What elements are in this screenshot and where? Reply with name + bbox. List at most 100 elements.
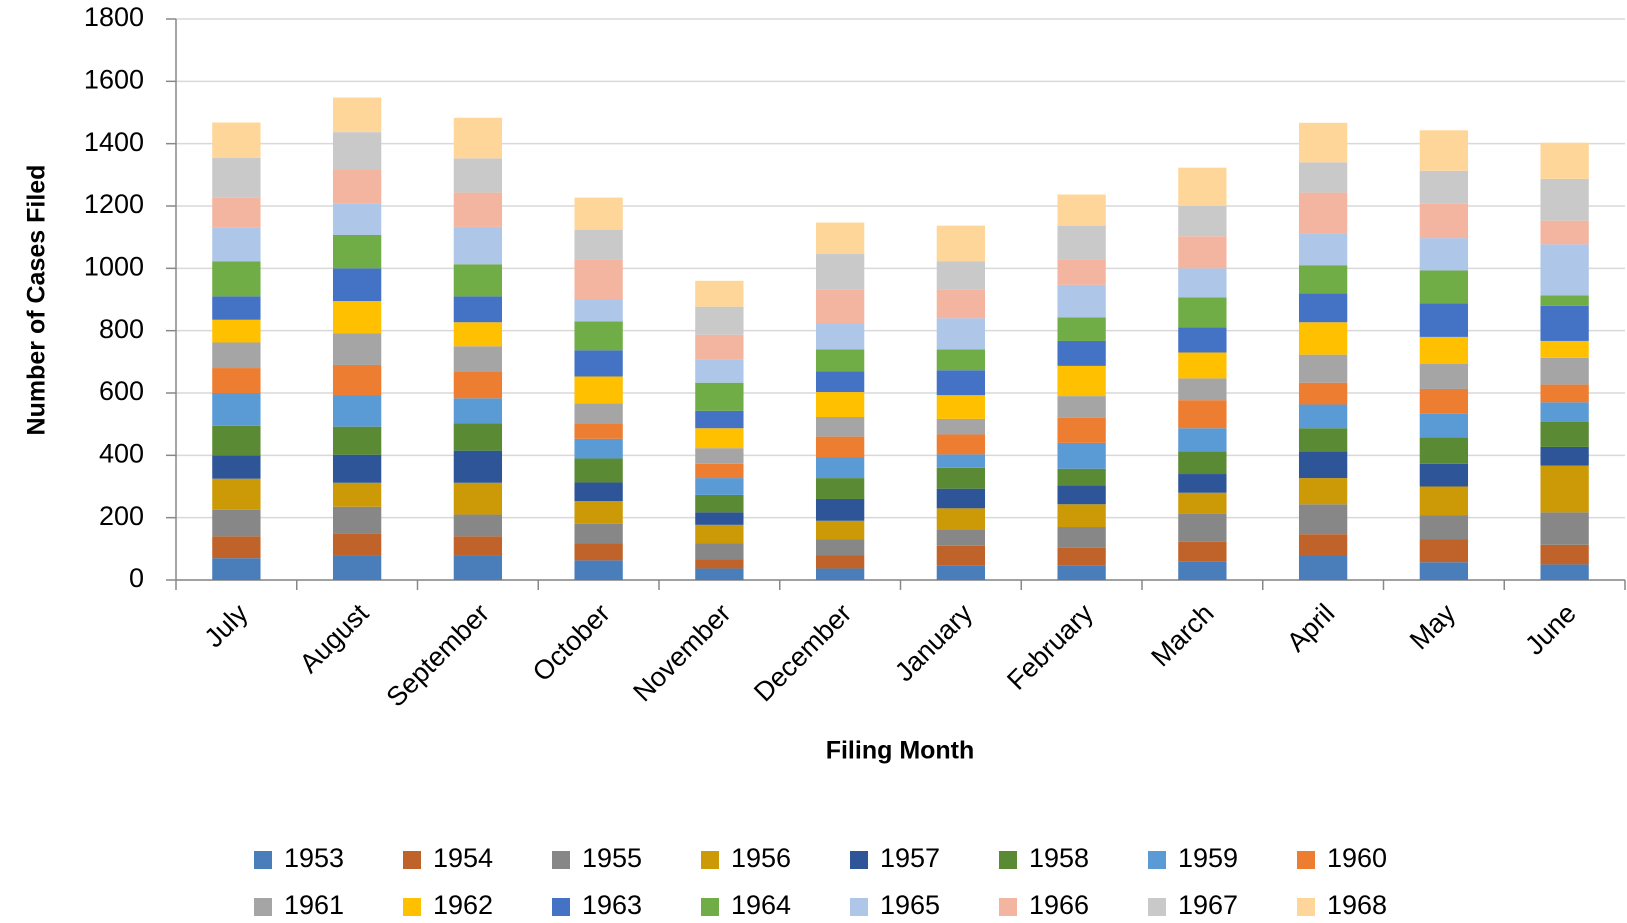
bar-segment [1419,238,1469,271]
bar-segment [1178,206,1227,237]
bar-segment [695,559,744,569]
bar-segment [1540,178,1589,221]
bar-segment [936,261,986,290]
bar-segment [936,418,986,435]
bar-segment [815,436,865,458]
bar-segment [1419,562,1469,580]
bar-segment [574,458,623,483]
y-tick-label: 1000 [84,251,144,281]
bar-segment [1178,297,1227,328]
bar-segment [1298,534,1348,557]
bar-segment [936,395,986,419]
legend-swatch [850,898,868,916]
y-tick-label: 400 [99,438,144,468]
legend-swatch [999,898,1017,916]
bar-segment [1419,203,1469,239]
bar-segment [1540,446,1589,466]
bar-segment [1419,130,1469,171]
legend-label: 1954 [433,843,493,873]
bar-segment [1298,556,1348,580]
bar-segment [936,467,986,489]
x-tick-label: September [381,598,496,713]
bar-segment [212,509,261,537]
bar-segment [1178,451,1227,475]
bar-segment [815,416,865,437]
legend-label: 1960 [1327,843,1387,873]
bar-segment [1178,327,1227,353]
bar-segment [212,261,261,297]
bar-segment [1419,364,1469,389]
bar-segment [695,494,744,513]
bar-segment [453,450,503,483]
bar-segment [332,395,382,427]
bar-segment [1540,357,1589,385]
bar-segment [1057,565,1106,580]
bar-segment [574,560,623,580]
bar-segment [332,364,382,396]
bar-segment [212,319,261,343]
bar-segment [1178,352,1227,379]
bar-segment [574,438,623,459]
bar-segment [695,382,744,411]
bar-segment [695,428,744,449]
bar-segment [1298,451,1348,479]
legend-swatch [403,898,421,916]
bar-segment [1057,396,1106,418]
bar-segment [332,333,382,365]
bar-segment [574,376,623,404]
bar-segment [332,454,382,483]
bar-segment [332,169,382,204]
bar-segment [1419,303,1469,337]
bar-segment [212,342,261,369]
y-tick-label: 1800 [84,2,144,32]
bar-segment [574,259,623,300]
bar-segment [936,508,986,530]
bar-segment [936,434,986,455]
bar-segment [1057,194,1106,226]
legend-label: 1962 [433,890,493,920]
legend-label: 1958 [1029,843,1089,873]
bar-segment [332,203,382,235]
bar-segment [936,565,986,580]
legend-label: 1968 [1327,890,1387,920]
bar-segment [453,514,503,537]
bar-segment [1298,322,1348,355]
bar-segment [453,158,503,193]
legend-label: 1964 [731,890,791,920]
bar-segment [695,478,744,495]
x-axis-label: Filing Month [826,737,975,765]
bar-segment [936,488,986,509]
bar-segment [1298,233,1348,266]
bar-segment [1057,417,1106,443]
legend-label: 1955 [582,843,642,873]
bar-segment [1540,142,1589,179]
legend-swatch [1148,851,1166,869]
bar-segment [574,350,623,377]
bar-segment [212,478,261,510]
bar-segment [1057,340,1106,366]
bar-segment [453,398,503,424]
bar-segment [453,536,503,556]
bar-segment [1419,413,1469,438]
bar-segment [1419,486,1469,516]
x-tick-label: July [198,598,254,654]
bar-segment [815,289,865,324]
bar-segment [1178,561,1227,580]
bar-segment [332,97,382,133]
bar-segment [1057,225,1106,260]
bar-segment [574,299,623,322]
bar-segment [1178,492,1227,514]
y-tick-label: 200 [99,501,144,531]
bar-segment [212,227,261,262]
bar-segment [1540,421,1589,447]
bar-segment [453,264,503,297]
bar-segment [695,512,744,525]
bar-segment [332,506,382,534]
bar-segment [574,482,623,502]
bar-segment [1298,122,1348,163]
bar-segment [574,523,623,544]
legend-swatch [254,898,272,916]
bar-segment [695,568,744,580]
bar-segment [1178,513,1227,542]
bar-segment [1540,512,1589,545]
